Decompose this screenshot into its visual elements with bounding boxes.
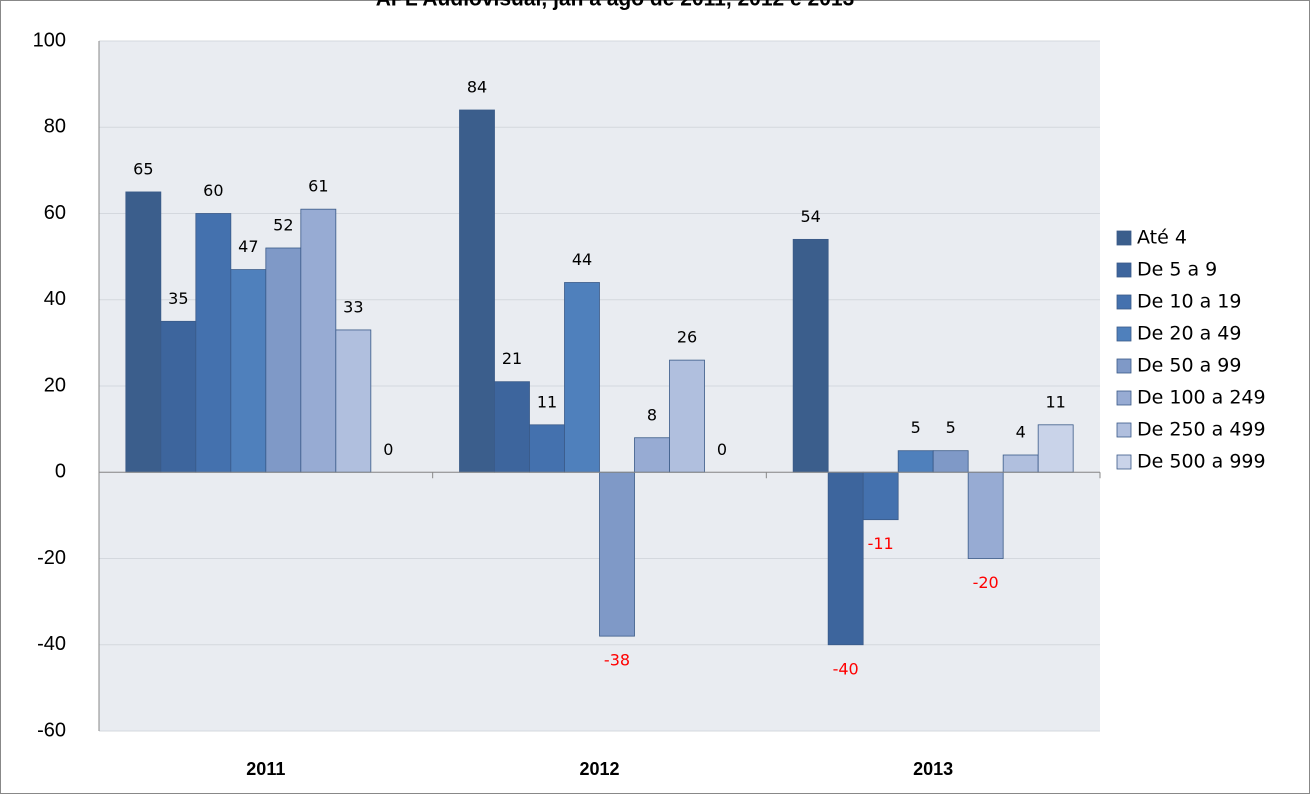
y-tick-label: 60 [44,202,66,224]
data-label: 33 [343,297,363,316]
legend-label: Até 4 [1137,227,1187,249]
bar [265,247,302,473]
legend-label: De 500 a 999 [1137,451,1266,473]
data-label: 21 [502,349,522,368]
y-tick-label: 20 [44,374,66,396]
legend-swatch [1116,326,1132,342]
y-tick-label: -60 [37,719,66,741]
data-label: 4 [1016,423,1026,442]
data-label: 11 [1045,392,1065,411]
legend-label: De 10 a 19 [1137,291,1241,313]
legend-label: De 100 a 249 [1137,387,1266,409]
y-tick-label: 100 [33,29,66,51]
bar [230,269,267,473]
data-label: -11 [868,534,894,553]
data-label: 5 [946,418,956,437]
data-label: 65 [133,159,153,178]
bar [599,471,635,637]
legend-label: De 20 a 49 [1137,323,1241,345]
bar [897,450,934,473]
legend-swatch [1116,230,1132,246]
data-label: 11 [537,392,557,411]
bar [494,381,530,473]
bar [1002,454,1039,473]
data-label: -40 [833,659,859,678]
bar [564,282,600,473]
legend-swatch [1116,454,1132,470]
bar [459,109,495,473]
y-tick-label: 0 [55,461,66,483]
data-label: 47 [238,237,258,256]
data-label: 35 [168,289,188,308]
data-label: 26 [677,328,697,347]
data-label: 54 [800,207,820,226]
x-tick-label: 2012 [579,759,619,779]
data-label: 0 [383,440,393,459]
x-tick-label: 2011 [246,759,285,779]
bar [300,208,337,473]
bar [862,471,899,521]
chart-title: APL Audiovisual, jan a ago de 2011, 2012… [376,0,855,11]
bar [669,359,705,473]
bar [529,424,565,473]
bar [160,320,197,473]
y-tick-label: 80 [44,116,66,138]
legend-label: De 5 a 9 [1137,259,1217,281]
data-label: 5 [911,418,921,437]
data-label: 84 [467,78,487,97]
bar [634,437,670,473]
data-label: 44 [572,250,592,269]
bar [967,471,1004,559]
bar [335,329,372,473]
data-label: -38 [604,651,630,670]
y-tick-label: 40 [44,288,66,310]
y-tick-label: -20 [37,547,66,569]
bar [827,471,864,646]
data-label: 52 [273,216,293,235]
bar [125,191,162,473]
bar [932,450,969,473]
legend-swatch [1116,294,1132,310]
data-label: 60 [203,181,223,200]
legend-swatch [1116,358,1132,374]
legend-label: De 50 a 99 [1137,355,1241,377]
data-label: 61 [308,177,328,196]
data-label: 0 [717,440,727,459]
bar [792,238,829,473]
legend-label: De 250 a 499 [1137,419,1266,441]
data-label: -20 [973,573,999,592]
bar [1037,424,1074,473]
legend-swatch [1116,390,1132,406]
x-tick-label: 2013 [913,759,953,779]
legend-swatch [1116,262,1132,278]
y-tick-label: -40 [37,633,66,655]
bar [195,213,232,473]
data-label: 8 [647,405,657,424]
legend-swatch [1116,422,1132,438]
